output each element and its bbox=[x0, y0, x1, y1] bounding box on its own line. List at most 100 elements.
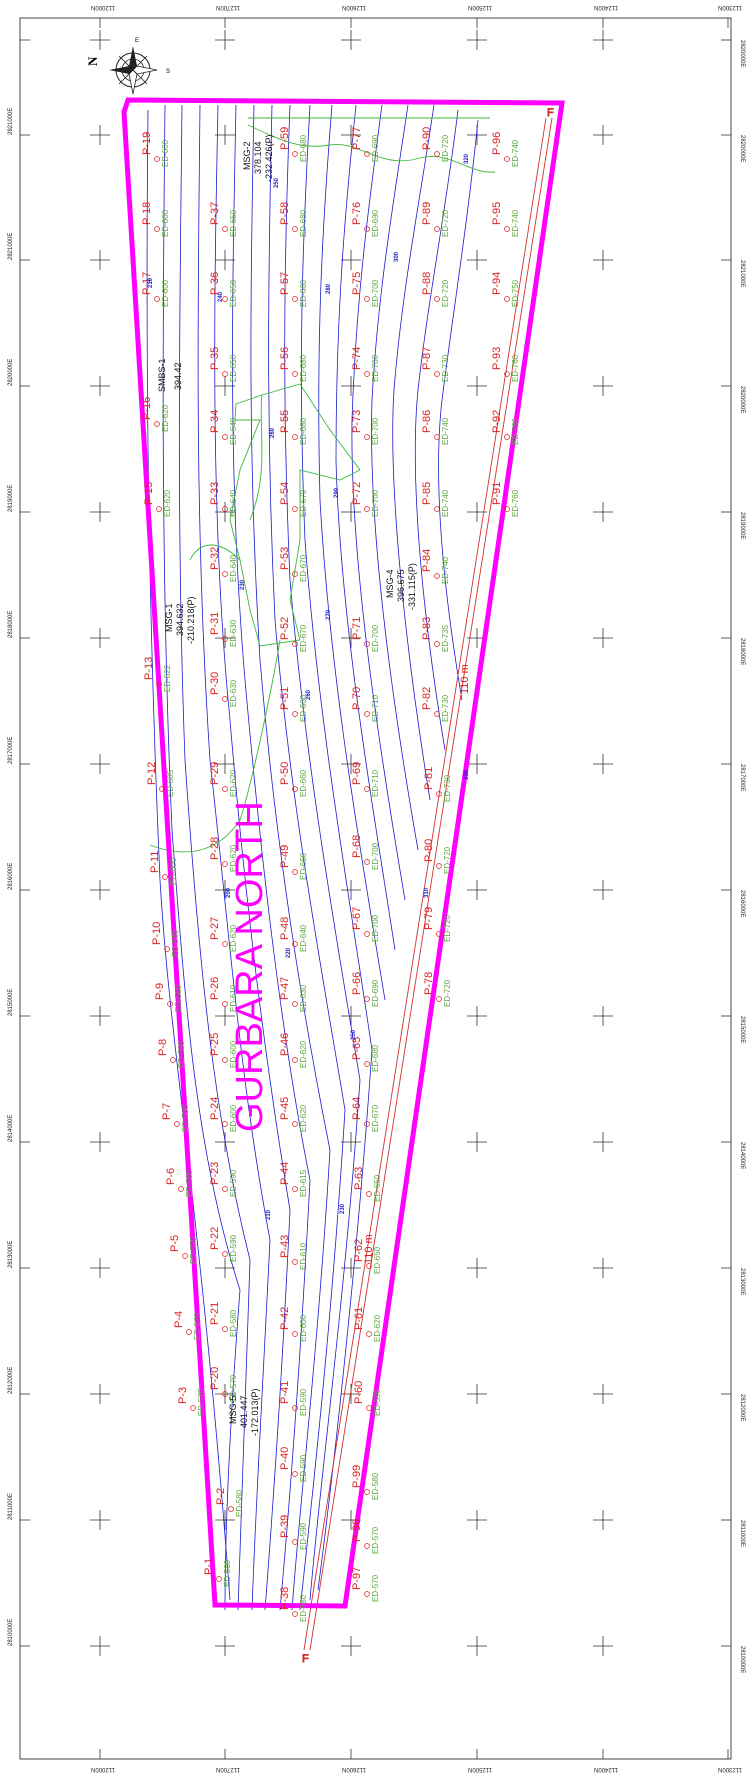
point-id: P-52 bbox=[279, 617, 291, 640]
survey-point: P-37 ED-650 bbox=[209, 202, 238, 237]
point-elevation: ED-580 bbox=[235, 1489, 244, 1517]
point-marker bbox=[292, 1186, 298, 1192]
left-label: 2814000E bbox=[8, 1115, 14, 1142]
point-elevation: ED-620 bbox=[229, 844, 238, 872]
left-label: 2810000E bbox=[8, 1619, 14, 1646]
survey-point: P-56 ED-680 bbox=[279, 347, 308, 382]
survey-point: P-4 ED-570 bbox=[173, 1311, 202, 1340]
point-marker bbox=[292, 1057, 298, 1063]
contour-value: 250 bbox=[351, 1029, 357, 1040]
point-marker bbox=[292, 1121, 298, 1127]
survey-point: P-87 ED-730 bbox=[421, 347, 450, 382]
point-id: P-27 bbox=[209, 917, 221, 940]
point-elevation: ED-615 bbox=[299, 1169, 308, 1197]
point-id: P-94 bbox=[491, 272, 503, 295]
borehole-value: 394.42 bbox=[173, 362, 183, 390]
point-id: P-8 bbox=[157, 1039, 169, 1056]
point-marker bbox=[292, 641, 298, 647]
contour-value: 290 bbox=[334, 487, 340, 498]
point-marker bbox=[222, 506, 228, 512]
point-id: P-17 bbox=[141, 272, 153, 295]
survey-point: P-94 ED-750 bbox=[491, 272, 520, 307]
point-marker bbox=[222, 1057, 228, 1063]
left-label: 2819000E bbox=[8, 485, 14, 512]
point-marker bbox=[154, 156, 160, 162]
survey-point: P-68 ED-700 bbox=[351, 835, 380, 870]
point-id: P-98 bbox=[351, 1519, 363, 1542]
point-marker bbox=[364, 931, 370, 937]
survey-point: P-40 ED-590 bbox=[279, 1447, 308, 1482]
point-marker bbox=[436, 791, 442, 797]
point-elevation: ED-590 bbox=[299, 1454, 308, 1482]
survey-point: P-36 ED-650 bbox=[209, 272, 238, 307]
point-marker bbox=[434, 296, 440, 302]
survey-point: P-49 ED-650 bbox=[279, 845, 308, 880]
point-id: P-96 bbox=[491, 132, 503, 155]
point-id: P-44 bbox=[279, 1162, 291, 1185]
contour-line bbox=[250, 104, 331, 1611]
survey-point: P-65 ED-680 bbox=[351, 1037, 380, 1072]
contour-value: 210 bbox=[266, 1209, 272, 1220]
point-marker bbox=[364, 506, 370, 512]
point-marker bbox=[292, 571, 298, 577]
survey-point: P-99 ED-580 bbox=[351, 1465, 380, 1500]
point-id: P-31 bbox=[209, 612, 221, 635]
point-marker bbox=[154, 226, 160, 232]
survey-point: P-88 ED-720 bbox=[421, 272, 450, 307]
survey-point: P-50 ED-660 bbox=[279, 762, 308, 797]
survey-point: P-66 ED-690 bbox=[351, 972, 380, 1007]
point-elevation: ED-650 bbox=[229, 279, 238, 307]
survey-point: P-39 ED-590 bbox=[279, 1515, 308, 1550]
point-id: P-41 bbox=[279, 1381, 291, 1404]
borehole-value: 394.632 bbox=[175, 603, 185, 636]
point-elevation: ED-700 bbox=[371, 354, 380, 382]
point-marker bbox=[434, 641, 440, 647]
point-id: P-16 bbox=[141, 397, 153, 420]
point-elevation: ED-580 bbox=[171, 929, 180, 957]
point-marker bbox=[364, 296, 370, 302]
point-marker bbox=[504, 296, 510, 302]
point-id: P-82 bbox=[421, 687, 433, 710]
point-marker bbox=[156, 681, 162, 687]
point-elevation: ED-680 bbox=[299, 209, 308, 237]
point-id: P-32 bbox=[209, 547, 221, 570]
contour-line bbox=[438, 119, 479, 701]
point-id: P-84 bbox=[421, 549, 433, 572]
right-label: 2821000E bbox=[739, 260, 745, 287]
survey-point: P-89 ED-720 bbox=[421, 202, 450, 237]
point-marker bbox=[159, 786, 165, 792]
survey-point: P-11 ED-600 bbox=[149, 851, 178, 885]
contour-labels: 210 240 250 280 300 320 260 290 230 270 … bbox=[148, 153, 470, 1220]
point-marker bbox=[154, 296, 160, 302]
survey-point: P-13 ED-622 bbox=[143, 657, 172, 692]
survey-point: P-73 ED-700 bbox=[351, 410, 380, 445]
survey-point: P-70 ED-710 bbox=[351, 687, 380, 722]
point-marker bbox=[292, 1539, 298, 1545]
point-marker bbox=[190, 1405, 196, 1411]
left-label: 2816000E bbox=[8, 863, 14, 890]
point-marker bbox=[182, 1253, 188, 1259]
point-elevation: ED-730 bbox=[441, 694, 450, 722]
point-marker bbox=[292, 1611, 298, 1617]
point-id: P-86 bbox=[421, 410, 433, 433]
point-id: P-72 bbox=[351, 482, 363, 505]
point-elevation: ED-570 bbox=[229, 1374, 238, 1402]
point-marker bbox=[434, 226, 440, 232]
point-id: P-29 bbox=[209, 762, 221, 785]
borehole-value: -210.218(P) bbox=[186, 596, 196, 644]
point-elevation: ED-700 bbox=[371, 842, 380, 870]
bottom-label: 112700N bbox=[216, 1766, 240, 1772]
survey-point: P-64 ED-670 bbox=[351, 1097, 380, 1132]
contour-value: 320 bbox=[464, 153, 470, 164]
left-label: 2817000E bbox=[8, 737, 14, 764]
point-marker bbox=[162, 874, 168, 880]
point-marker bbox=[504, 156, 510, 162]
compass-east: E bbox=[135, 38, 139, 44]
point-marker bbox=[292, 1259, 298, 1265]
right-label: 2814000E bbox=[739, 1142, 745, 1169]
left-label: 2811000E bbox=[8, 1493, 14, 1520]
contour-value: 260 bbox=[306, 689, 312, 700]
compass-south: S bbox=[166, 69, 170, 75]
survey-point: P-17 ED-600 bbox=[141, 272, 170, 307]
point-marker bbox=[156, 506, 162, 512]
